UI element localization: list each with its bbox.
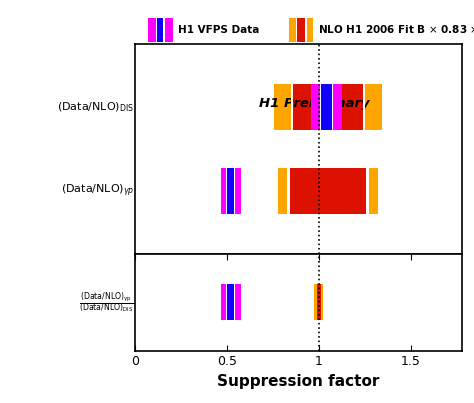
Bar [314,284,323,320]
Text: (Data/NLO)$_{\rm DIS}$: (Data/NLO)$_{\rm DIS}$ [57,100,134,114]
Bar [156,18,165,42]
Bar [220,168,241,214]
Bar [164,18,165,42]
X-axis label: Suppression factor: Suppression factor [218,374,380,389]
Bar [227,284,235,320]
Bar [296,18,297,42]
Text: H1 Preliminary: H1 Preliminary [259,96,370,110]
Bar [305,18,307,42]
Bar [317,284,321,320]
Bar [320,84,332,130]
Bar [292,84,364,130]
Text: $\frac{\rm (Data/NLO)_{\gamma p}}{\rm (Data/NLO)_{DIS}}$: $\frac{\rm (Data/NLO)_{\gamma p}}{\rm (D… [79,290,134,315]
Bar [148,18,173,42]
Bar [319,84,321,130]
Bar [296,18,307,42]
Bar [287,168,290,214]
Bar [227,168,235,214]
Bar [310,84,342,130]
Bar [289,18,313,42]
Text: (Data/NLO)$_{\gamma p}$: (Data/NLO)$_{\gamma p}$ [61,183,134,199]
Bar [234,168,235,214]
Bar [363,84,365,130]
Bar [220,284,241,320]
Bar [291,84,293,130]
Bar [156,18,157,42]
Bar [234,284,235,320]
Bar [278,168,378,214]
Bar [366,168,369,214]
Bar [274,84,382,130]
Bar [289,168,367,214]
Text: NLO H1 2006 Fit B $\times$ 0.83 $\times$ (1+$\delta_{\rm hadr}$): NLO H1 2006 Fit B $\times$ 0.83 $\times$… [318,23,474,37]
Text: H1 VFPS Data: H1 VFPS Data [178,25,259,35]
Bar [332,84,333,130]
